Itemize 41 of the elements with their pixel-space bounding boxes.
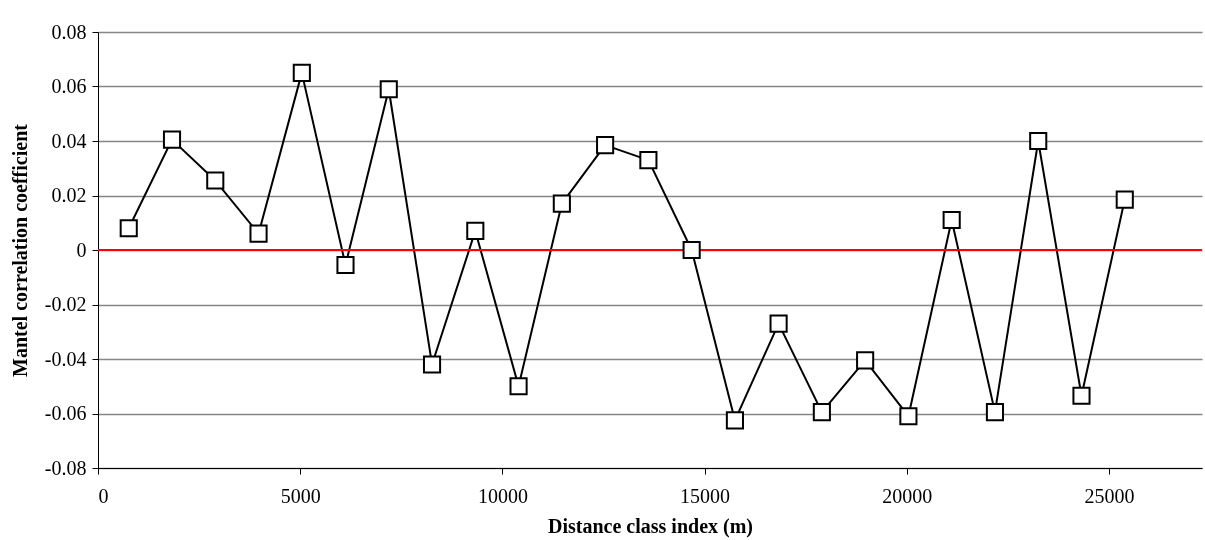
point [596,136,615,155]
point [639,151,658,170]
y-tick-label: 0.08 [51,20,87,43]
x-tick-label: 5000 [280,484,321,507]
x-tick-label: 20000 [882,484,933,507]
y-tick-label: 0 [76,238,87,261]
y-tick-label: 0.02 [51,184,87,206]
y-tick-label: 0.06 [51,75,87,97]
y-tick-label: 0.04 [51,129,87,152]
y-tick-label: -0.04 [44,347,87,370]
point [162,130,182,149]
point [422,355,442,374]
y-tick-label: -0.02 [44,293,87,315]
point [466,221,485,240]
point [509,377,528,396]
y-tick-label: -0.06 [44,402,87,424]
point [1072,386,1091,405]
x-tick-label: 25000 [1084,484,1135,507]
x-tick-label: 0 [98,484,109,507]
point [899,407,918,426]
point [1029,131,1048,151]
point [812,403,831,422]
point [1115,190,1134,209]
point [206,171,225,190]
y-axis-title: Mantel correlation coefficient [8,123,31,377]
point [119,219,138,238]
point [336,255,355,275]
point [725,411,744,430]
point [249,224,268,243]
x-axis-title: Distance class index (m) [548,514,753,538]
point [552,194,571,213]
x-tick-label: 15000 [680,484,731,507]
point [769,314,788,333]
point [942,210,961,230]
x-tick-label: 10000 [477,484,528,507]
y-tick-label: -0.08 [44,456,87,479]
point [292,63,311,82]
point [985,403,1005,422]
point [379,80,398,99]
point [682,240,701,260]
point [856,351,875,370]
